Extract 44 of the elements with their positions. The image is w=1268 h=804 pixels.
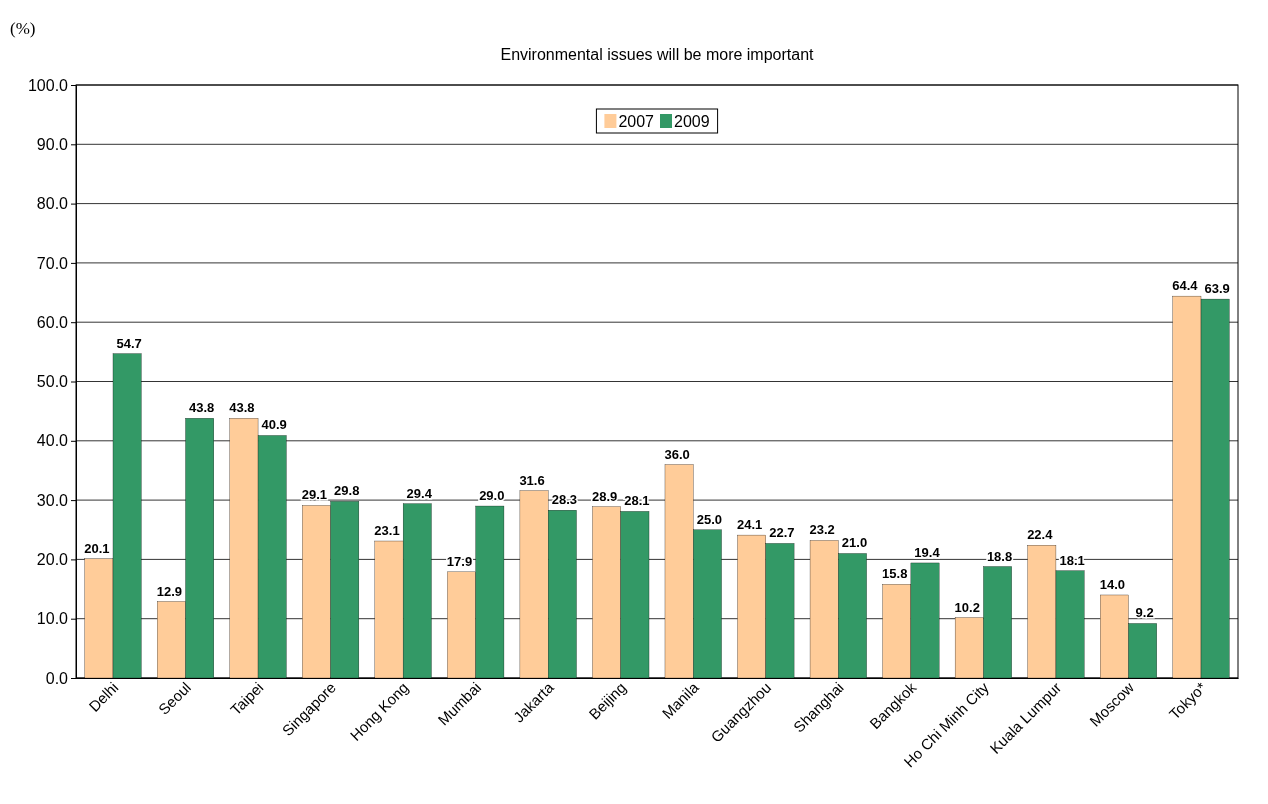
y-tick-label: 10.0 [36, 610, 69, 628]
data-label: 29.0 [479, 488, 505, 504]
y-tick-label: 0.0 [45, 669, 69, 687]
data-label: 40.9 [261, 417, 287, 433]
legend-label: 2009 [674, 113, 710, 130]
data-label: 64.4 [1172, 278, 1199, 294]
data-label: 43.8 [189, 400, 215, 416]
data-label: 19.4 [914, 544, 941, 560]
data-label: 23.2 [809, 522, 835, 538]
y-tick-label: 40.0 [36, 432, 69, 450]
data-label: 29.1 [301, 487, 328, 503]
data-label: 54.7 [116, 335, 142, 351]
data-label: 29.8 [334, 483, 360, 499]
data-label: 28.3 [551, 492, 577, 508]
y-tick-label: 20.0 [36, 551, 69, 569]
data-label: 63.9 [1204, 281, 1230, 297]
data-label: 12.9 [156, 583, 183, 599]
data-label: 22.4 [1027, 527, 1054, 543]
y-tick-label: 100.0 [27, 76, 69, 94]
data-label: 28.9 [591, 488, 618, 504]
chart-title: Environmental issues will be more important [500, 46, 815, 63]
y-tick-label: 50.0 [36, 373, 69, 391]
data-label: 9.2 [1135, 605, 1154, 621]
y-tick-label: 90.0 [36, 135, 69, 153]
data-label: 22.7 [769, 525, 795, 541]
legend-label: 2007 [618, 113, 655, 130]
data-label: 28.1 [624, 493, 650, 509]
data-label: 36.0 [664, 446, 690, 462]
y-tick-label: 70.0 [36, 254, 69, 272]
data-label: 43.8 [229, 400, 255, 416]
data-label: 31.6 [519, 472, 545, 488]
data-label: 14.0 [1099, 576, 1125, 592]
y-tick-label: 60.0 [36, 313, 69, 331]
data-label: 20.1 [84, 540, 110, 556]
data-label: 15.8 [882, 566, 908, 582]
y-tick-label: 30.0 [36, 491, 69, 509]
data-label: 21.0 [841, 535, 868, 551]
data-label: 29.4 [406, 485, 433, 501]
data-label: 23.1 [374, 523, 400, 539]
y-tick-label: 80.0 [36, 195, 69, 213]
data-label: 24.1 [737, 517, 763, 533]
data-label: 10.2 [954, 599, 980, 615]
data-label: 25.0 [696, 511, 723, 527]
y-axis-title: (%) [10, 19, 36, 38]
